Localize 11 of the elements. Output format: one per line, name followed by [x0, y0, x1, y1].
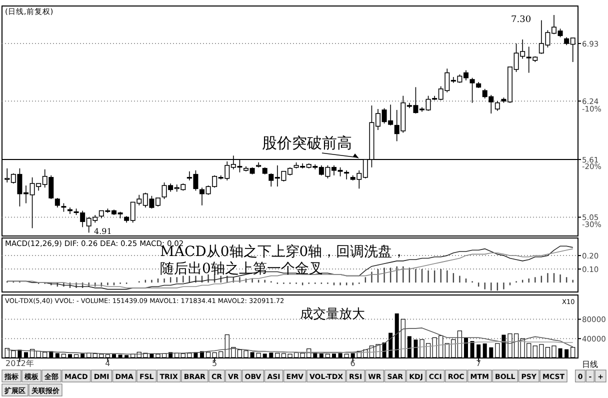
annotation: 4.91 [94, 227, 112, 236]
x-tick-label: 4 [105, 359, 110, 368]
annotation: 7.30 [511, 15, 532, 25]
x-tick-label: 7 [476, 359, 482, 368]
text: 日线 [582, 360, 598, 369]
x-tick-label: 2012年 [6, 359, 34, 368]
annotation: 成交量放大 [300, 306, 365, 322]
annotation: 股价突破前高 [262, 134, 352, 152]
x-tick-label: 6 [350, 359, 356, 368]
annotation: MACD从0轴之下上穿0轴，回调洗盘， [160, 244, 406, 260]
x-tick-label: 5 [212, 359, 218, 368]
